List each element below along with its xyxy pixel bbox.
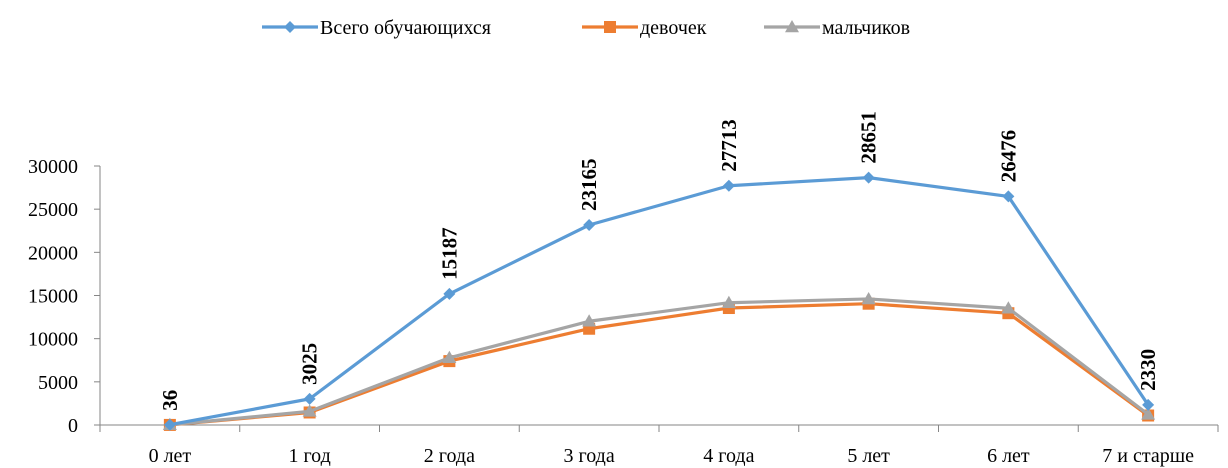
legend-marker <box>284 21 296 33</box>
data-point <box>163 418 176 431</box>
plot-area <box>162 171 1156 431</box>
legend-label: Всего обучающихся <box>320 17 491 39</box>
data-point <box>861 291 876 305</box>
data-point <box>582 314 597 327</box>
data-point <box>1141 407 1156 420</box>
y-tick-label: 25000 <box>28 199 78 221</box>
y-tick-label: 0 <box>68 415 78 437</box>
data-label: 27713 <box>717 119 741 172</box>
x-tick-label: 2 года <box>424 445 475 467</box>
data-label: 23165 <box>577 159 601 212</box>
x-tick-label: 0 лет <box>149 445 192 467</box>
data-point <box>1002 190 1015 203</box>
data-label: 36 <box>158 390 182 411</box>
data-label: 3025 <box>298 343 322 385</box>
series-line <box>169 176 1150 427</box>
legend-marker <box>785 20 799 33</box>
legend-label: девочек <box>640 17 707 39</box>
data-label: 26476 <box>996 130 1020 183</box>
y-axis: 0 5000 10000 15000 20000 25000 30000 <box>28 156 101 437</box>
data-point <box>442 350 457 364</box>
y-tick-label: 30000 <box>28 156 78 178</box>
data-point <box>1001 301 1016 314</box>
data-point <box>722 179 735 192</box>
x-tick-label: 1 год <box>288 445 330 467</box>
legend-label: мальчиков <box>822 17 910 39</box>
legend-item-девочек: девочек <box>582 17 707 39</box>
data-point <box>303 392 316 405</box>
x-tick-label: 4 года <box>703 445 754 467</box>
data-label: 2330 <box>1136 349 1160 391</box>
y-tick-label: 10000 <box>28 329 78 351</box>
legend: Всего обучающихся девочек мальчиков <box>262 17 910 39</box>
legend-item-мальчиков: мальчиков <box>764 17 910 39</box>
x-tick-label: 3 года <box>564 445 615 467</box>
legend-marker <box>604 21 616 33</box>
data-point <box>443 287 456 300</box>
data-point <box>1142 398 1155 411</box>
data-label: 28651 <box>857 111 881 164</box>
data-point <box>302 404 317 417</box>
series-line <box>169 297 1150 427</box>
y-tick-label: 5000 <box>38 372 78 394</box>
x-axis: 0 лет 1 год 2 года 3 года 4 года 5 лет 6 лет 7 … <box>99 424 1219 467</box>
data-labels: 36 3025 15187 23165 27713 28651 26476 2330 <box>158 111 1160 411</box>
y-tick-label: 20000 <box>28 242 78 264</box>
x-tick-label: 6 лет <box>987 445 1030 467</box>
data-point <box>583 219 596 232</box>
data-point <box>862 171 875 184</box>
legend-item-всего-обучающихся: Всего обучающихся <box>262 17 491 39</box>
y-tick-label: 15000 <box>28 286 78 308</box>
series-всего-обучающихся <box>163 171 1155 431</box>
x-tick-label: 5 лет <box>847 445 890 467</box>
data-label: 15187 <box>437 227 461 280</box>
x-tick-label: 7 и старше <box>1102 445 1194 467</box>
data-point <box>721 295 736 308</box>
